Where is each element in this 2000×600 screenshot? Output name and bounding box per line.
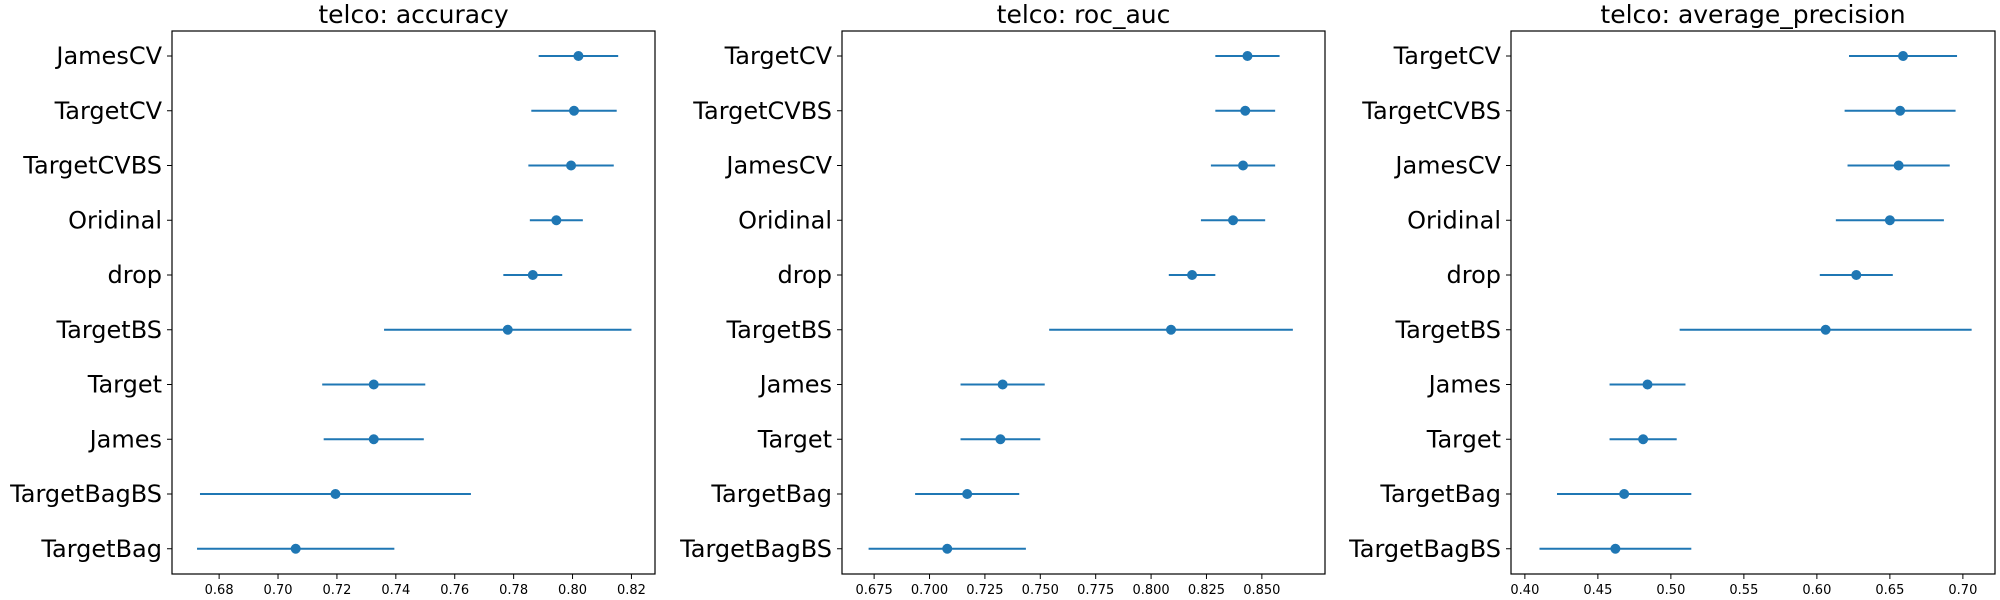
data-point-roc-auc-TargetBag [962, 489, 973, 499]
plot-frame-average-precision [1510, 30, 1996, 575]
data-point-roc-auc-TargetBS [1166, 324, 1177, 335]
data-point-accuracy-TargetCVBS [566, 160, 577, 171]
data-point-accuracy-TargetCV [569, 105, 580, 116]
category-label-TargetCVBS: TargetCVBS [22, 152, 162, 180]
category-label-TargetBS: TargetBS [1394, 316, 1501, 344]
x-tick-label: 0.70 [264, 583, 293, 598]
x-tick-label: 0.80 [558, 583, 587, 598]
category-label-TargetCV: TargetCV [724, 42, 833, 70]
data-point-roc-auc-TargetCVBS [1240, 105, 1251, 116]
category-label-TargetCV: TargetCV [54, 97, 163, 125]
category-label-TargetCVBS: TargetCVBS [1361, 97, 1501, 125]
category-label-drop: drop [778, 261, 833, 289]
plot-frame-roc-auc [841, 30, 1326, 575]
category-label-JamesCV: JamesCV [724, 152, 832, 180]
chart-title-roc-auc: telco: roc_auc [997, 0, 1171, 29]
x-tick-label: 0.40 [1510, 583, 1539, 598]
x-tick-label: 0.60 [1802, 583, 1831, 598]
data-point-roc-auc-TargetBagBS [942, 543, 953, 554]
category-label-James: James [1427, 371, 1501, 399]
chart-title-average-precision: telco: average_precision [1600, 0, 1905, 29]
category-label-TargetBagBS: TargetBagBS [1348, 535, 1501, 563]
x-tick-label: 0.76 [440, 583, 469, 598]
x-tick-label: 0.78 [499, 583, 528, 598]
category-label-Oridinal: Oridinal [738, 206, 832, 234]
data-point-roc-auc-Oridinal [1228, 215, 1239, 226]
data-point-average-precision-Target [1638, 434, 1649, 445]
data-point-average-precision-TargetCV [1898, 51, 1909, 61]
category-label-TargetBag: TargetBag [40, 535, 162, 563]
x-tick-label: 0.68 [205, 583, 234, 598]
category-label-Oridinal: Oridinal [68, 206, 162, 234]
category-label-JamesCV: JamesCV [54, 42, 162, 70]
category-label-TargetBS: TargetBS [55, 316, 162, 344]
data-point-average-precision-drop [1851, 270, 1862, 280]
category-label-drop: drop [1447, 261, 1502, 289]
x-tick-label: 0.72 [322, 583, 351, 598]
category-label-drop: drop [108, 261, 163, 289]
data-point-accuracy-Target [368, 379, 379, 390]
data-point-average-precision-TargetBagBS [1610, 543, 1621, 554]
x-tick-label: 0.750 [1022, 583, 1059, 598]
x-tick-label: 0.82 [617, 583, 646, 598]
data-point-accuracy-TargetBS [502, 324, 513, 335]
x-tick-label: 0.725 [966, 583, 1003, 598]
data-point-accuracy-James [368, 434, 379, 445]
category-label-James: James [758, 371, 832, 399]
data-point-roc-auc-TargetCV [1242, 51, 1253, 61]
x-tick-label: 0.825 [1188, 583, 1225, 598]
category-label-TargetCVBS: TargetCVBS [692, 97, 832, 125]
chart-average-precision: telco: average_precision 0.40 0.45 0.50 0.5… [1348, 0, 1996, 598]
x-tick-label: 0.775 [1077, 583, 1114, 598]
data-point-roc-auc-drop [1187, 270, 1198, 280]
data-point-average-precision-Oridinal [1884, 215, 1895, 226]
chart-accuracy: telco: accuracy 0.68 0.70 0.72 0.74 0.76 0.78… [9, 0, 656, 598]
x-tick-label: 0.800 [1132, 583, 1169, 598]
data-point-accuracy-JamesCV [573, 51, 584, 61]
chart-roc-auc: telco: roc_auc 0.675 0.700 0.725 0.750 0.775… [679, 0, 1326, 598]
x-tick-label: 0.50 [1656, 583, 1685, 598]
category-label-TargetBag: TargetBag [1379, 480, 1501, 508]
category-label-James: James [88, 425, 162, 453]
category-label-TargetBagBS: TargetBagBS [9, 480, 162, 508]
x-tick-label: 0.700 [911, 583, 948, 598]
x-tick-label: 0.675 [856, 583, 893, 598]
data-point-average-precision-TargetCVBS [1895, 105, 1906, 116]
data-point-accuracy-TargetBagBS [330, 489, 341, 499]
x-tick-label: 0.74 [381, 583, 410, 598]
category-label-TargetBS: TargetBS [725, 316, 832, 344]
x-tick-label: 0.70 [1948, 583, 1977, 598]
data-point-average-precision-TargetBS [1820, 324, 1831, 335]
x-tick-label: 0.55 [1729, 583, 1758, 598]
category-label-Target: Target [757, 425, 832, 453]
category-label-TargetBag: TargetBag [710, 480, 832, 508]
category-label-Target: Target [1426, 425, 1501, 453]
category-label-TargetBagBS: TargetBagBS [679, 535, 832, 563]
plot-frame-accuracy [171, 30, 656, 575]
data-point-accuracy-Oridinal [551, 215, 562, 226]
data-point-accuracy-drop [527, 270, 538, 280]
chart-title-accuracy: telco: accuracy [318, 0, 509, 29]
category-label-Target: Target [87, 371, 162, 399]
x-tick-label: 0.850 [1243, 583, 1280, 598]
data-point-roc-auc-JamesCV [1238, 160, 1249, 171]
data-point-accuracy-TargetBag [290, 543, 301, 554]
data-point-average-precision-TargetBag [1619, 489, 1630, 499]
data-point-roc-auc-Target [995, 434, 1006, 445]
x-tick-label: 0.65 [1875, 583, 1904, 598]
data-point-average-precision-JamesCV [1893, 160, 1904, 171]
category-label-TargetCV: TargetCV [1393, 42, 1502, 70]
data-point-roc-auc-James [997, 379, 1008, 390]
category-label-JamesCV: JamesCV [1393, 152, 1501, 180]
data-point-average-precision-James [1642, 379, 1653, 390]
category-label-Oridinal: Oridinal [1407, 206, 1501, 234]
x-tick-label: 0.45 [1583, 583, 1612, 598]
